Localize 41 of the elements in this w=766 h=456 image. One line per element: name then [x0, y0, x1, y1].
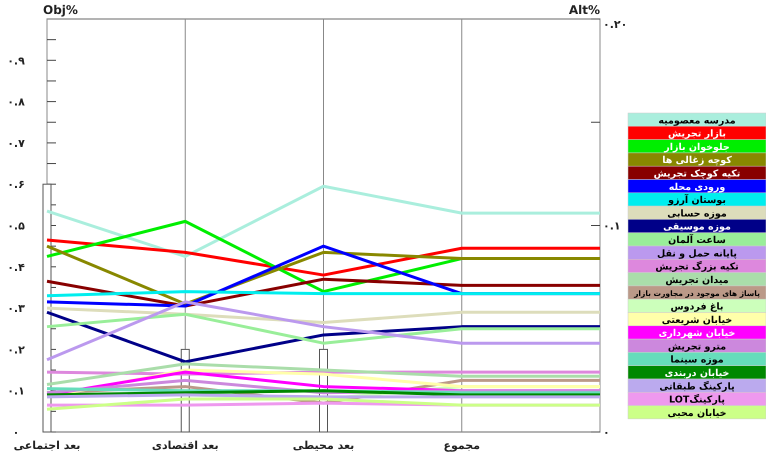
text: بازار تجریش [668, 128, 726, 140]
text: تکیه کوچک تجریش [654, 168, 740, 180]
y2-tick-label: ۰.۱ [603, 220, 621, 232]
y2-tick-label: ۰ [603, 426, 610, 439]
y2-axis-title: Alt% [568, 3, 600, 17]
y-tick-label: ۰.۲ [7, 343, 26, 356]
text: میدان تجریش [665, 274, 729, 286]
text: خیابان محبی [667, 408, 727, 419]
x-tick-label: بعد اجتماعی [14, 439, 80, 452]
text: کوچه زغالی ها [662, 155, 732, 166]
text: موزه سینما [670, 354, 724, 366]
text: خیابان شهرداری [658, 328, 736, 340]
text: تکیه بزرگ تجریش [655, 260, 739, 273]
text: بوستان آرزو [667, 193, 726, 206]
y-tick-label: ۰.۵ [7, 220, 26, 232]
text: ورودی محله [668, 182, 726, 193]
y-tick-label: ۰.۸ [7, 96, 26, 109]
text: پارکینگLOT [669, 394, 725, 406]
text: موزه حسابی [667, 208, 727, 220]
x-tick-label: بعد محیطی [292, 439, 354, 452]
y2-tick-label: ۰.۲۰ [603, 18, 628, 31]
text: باغ فردوس [670, 302, 724, 312]
x-tick-label: مجموع [443, 439, 480, 452]
y-tick-label: ۰.۳ [7, 302, 26, 316]
text: پایانه حمل و نقل [656, 248, 738, 260]
text: خیابان دربندی [664, 368, 730, 379]
y-tick-label: ۰.۶ [7, 178, 25, 192]
y-tick-label: ۰.۹ [7, 54, 26, 68]
y-tick-label: ۰.۷ [7, 136, 26, 150]
text: مترو تجریش [668, 341, 726, 352]
text: مدرسه معصومیه [658, 115, 736, 126]
y-tick-label: ۰.۱ [7, 384, 25, 398]
text: ساعت آلمان [668, 233, 726, 246]
y-axis-title: Obj% [43, 3, 78, 17]
y-tick-label: ۰.۴ [7, 260, 26, 274]
text: موزه موسیقی [663, 222, 731, 233]
text: جلوخوان بازار [663, 142, 730, 153]
x-tick-label: بعد اقتصادی [152, 439, 219, 452]
text: خیابان شریعتی [662, 314, 732, 326]
y-tick-label: ۰ [12, 426, 20, 439]
text: پارکینگ طبقاتی [659, 380, 735, 392]
